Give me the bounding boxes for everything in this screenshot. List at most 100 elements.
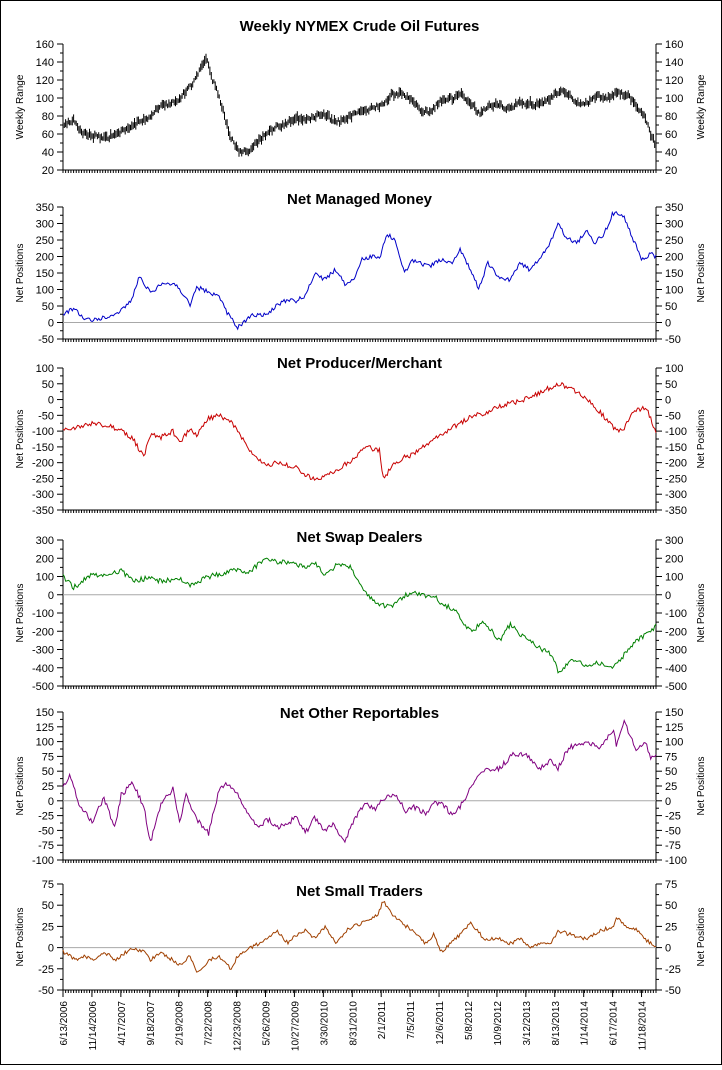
y-tick-label-right: 200 bbox=[665, 553, 683, 565]
panel-title: Net Producer/Merchant bbox=[277, 355, 442, 372]
y-tick-label-left: 20 bbox=[42, 165, 54, 177]
y-tick-label-right: -100 bbox=[665, 608, 687, 620]
y-tick-label-right: -300 bbox=[665, 489, 687, 501]
y-tick-label-left: -75 bbox=[38, 840, 54, 852]
y-tick-label-right: 120 bbox=[665, 75, 683, 87]
y-tick-label-left: 100 bbox=[36, 737, 54, 749]
y-tick-label-left: 75 bbox=[42, 879, 54, 891]
y-tick-label-right: 0 bbox=[665, 796, 671, 808]
y-axis-label-left: Net Positions bbox=[15, 410, 26, 469]
y-tick-label-left: 0 bbox=[48, 318, 54, 330]
x-tick-label: 5/26/2009 bbox=[261, 1001, 272, 1046]
y-tick-label-right: 350 bbox=[665, 202, 683, 214]
y-tick-label-right: 100 bbox=[665, 93, 683, 105]
y-tick-label-right: 0 bbox=[665, 943, 671, 955]
y-tick-label-left: -150 bbox=[32, 442, 54, 454]
x-tick-label: 10/9/2012 bbox=[493, 1001, 504, 1046]
panel-title: Net Small Traders bbox=[296, 883, 423, 900]
y-tick-label-left: 150 bbox=[36, 268, 54, 280]
y-tick-label-right: -200 bbox=[665, 458, 687, 470]
y-tick-label-right: -25 bbox=[665, 964, 681, 976]
y-axis-label-right: Net Positions bbox=[696, 908, 707, 967]
y-tick-label-right: 100 bbox=[665, 285, 683, 297]
x-tick-label: 12/23/2008 bbox=[233, 1001, 244, 1051]
y-tick-label-left: 150 bbox=[36, 707, 54, 719]
series-line bbox=[62, 557, 657, 674]
y-tick-label-right: 60 bbox=[665, 129, 677, 141]
y-tick-label-right: -200 bbox=[665, 626, 687, 638]
y-tick-label-right: 150 bbox=[665, 707, 683, 719]
y-axis-label-right: Net Positions bbox=[696, 757, 707, 816]
x-tick-label: 2/19/2008 bbox=[175, 1001, 186, 1046]
y-axis-label-left: Net Positions bbox=[15, 908, 26, 967]
y-tick-label-left: -250 bbox=[32, 473, 54, 485]
y-tick-label-left: 60 bbox=[42, 129, 54, 141]
y-tick-label-left: -50 bbox=[38, 410, 54, 422]
y-tick-label-left: -300 bbox=[32, 645, 54, 657]
x-tick-label: 7/22/2008 bbox=[204, 1001, 215, 1046]
y-tick-label-left: -500 bbox=[32, 681, 54, 693]
panel-title: Net Swap Dealers bbox=[297, 529, 423, 546]
y-tick-label-left: 100 bbox=[36, 93, 54, 105]
x-tick-label: 4/17/2007 bbox=[117, 1001, 128, 1046]
y-tick-label-right: 100 bbox=[665, 572, 683, 584]
y-tick-label-left: 80 bbox=[42, 111, 54, 123]
y-tick-label-right: -50 bbox=[665, 334, 681, 346]
y-tick-label-left: -50 bbox=[38, 985, 54, 997]
y-tick-label-left: -300 bbox=[32, 489, 54, 501]
y-tick-label-left: 120 bbox=[36, 75, 54, 87]
y-tick-label-left: 200 bbox=[36, 252, 54, 264]
y-tick-label-right: -400 bbox=[665, 663, 687, 675]
y-tick-label-right: 0 bbox=[665, 395, 671, 407]
y-tick-label-right: 50 bbox=[665, 766, 677, 778]
series-line bbox=[62, 718, 657, 844]
y-tick-label-left: 250 bbox=[36, 235, 54, 247]
y-axis-label-right: Net Positions bbox=[696, 584, 707, 643]
x-tick-label: 11/18/2014 bbox=[638, 1001, 649, 1051]
y-tick-label-right: 150 bbox=[665, 268, 683, 280]
y-tick-label-right: 0 bbox=[665, 590, 671, 602]
y-tick-label-left: 100 bbox=[36, 572, 54, 584]
y-tick-label-left: -400 bbox=[32, 663, 54, 675]
y-tick-label-left: -25 bbox=[38, 964, 54, 976]
series-line bbox=[62, 900, 657, 973]
y-tick-label-right: -250 bbox=[665, 473, 687, 485]
y-tick-label-left: -100 bbox=[32, 608, 54, 620]
y-tick-label-right: 50 bbox=[665, 900, 677, 912]
y-tick-label-right: 20 bbox=[665, 165, 677, 177]
y-tick-label-left: 25 bbox=[42, 781, 54, 793]
y-tick-label-right: -150 bbox=[665, 442, 687, 454]
y-tick-label-left: 50 bbox=[42, 301, 54, 313]
y-axis-label-left: Net Positions bbox=[15, 584, 26, 643]
y-tick-label-left: 100 bbox=[36, 285, 54, 297]
y-tick-label-right: 75 bbox=[665, 879, 677, 891]
y-tick-label-left: -200 bbox=[32, 458, 54, 470]
y-tick-label-left: 0 bbox=[48, 395, 54, 407]
y-tick-label-left: 300 bbox=[36, 219, 54, 231]
y-tick-label-left: -200 bbox=[32, 626, 54, 638]
y-tick-label-left: 160 bbox=[36, 39, 54, 51]
y-axis-label-right: Net Positions bbox=[696, 410, 707, 469]
y-tick-label-right: 300 bbox=[665, 219, 683, 231]
y-axis-label-right: Weekly Range bbox=[696, 74, 707, 139]
y-tick-label-left: 125 bbox=[36, 722, 54, 734]
y-tick-label-left: 50 bbox=[42, 900, 54, 912]
y-tick-label-right: -500 bbox=[665, 681, 687, 693]
series-line bbox=[62, 381, 657, 481]
y-tick-label-left: 0 bbox=[48, 796, 54, 808]
y-tick-label-right: -75 bbox=[665, 840, 681, 852]
series-line bbox=[62, 210, 657, 331]
y-tick-label-right: 50 bbox=[665, 379, 677, 391]
y-tick-label-right: 300 bbox=[665, 535, 683, 547]
x-tick-label: 6/13/2006 bbox=[59, 1001, 70, 1046]
y-tick-label-right: 250 bbox=[665, 235, 683, 247]
y-tick-label-left: 25 bbox=[42, 921, 54, 933]
y-axis-label-left: Net Positions bbox=[15, 757, 26, 816]
y-axis-label-right: Net Positions bbox=[696, 244, 707, 303]
y-tick-label-left: -100 bbox=[32, 426, 54, 438]
y-tick-label-left: 0 bbox=[48, 943, 54, 955]
y-tick-label-right: -100 bbox=[665, 426, 687, 438]
y-tick-label-left: 75 bbox=[42, 751, 54, 763]
